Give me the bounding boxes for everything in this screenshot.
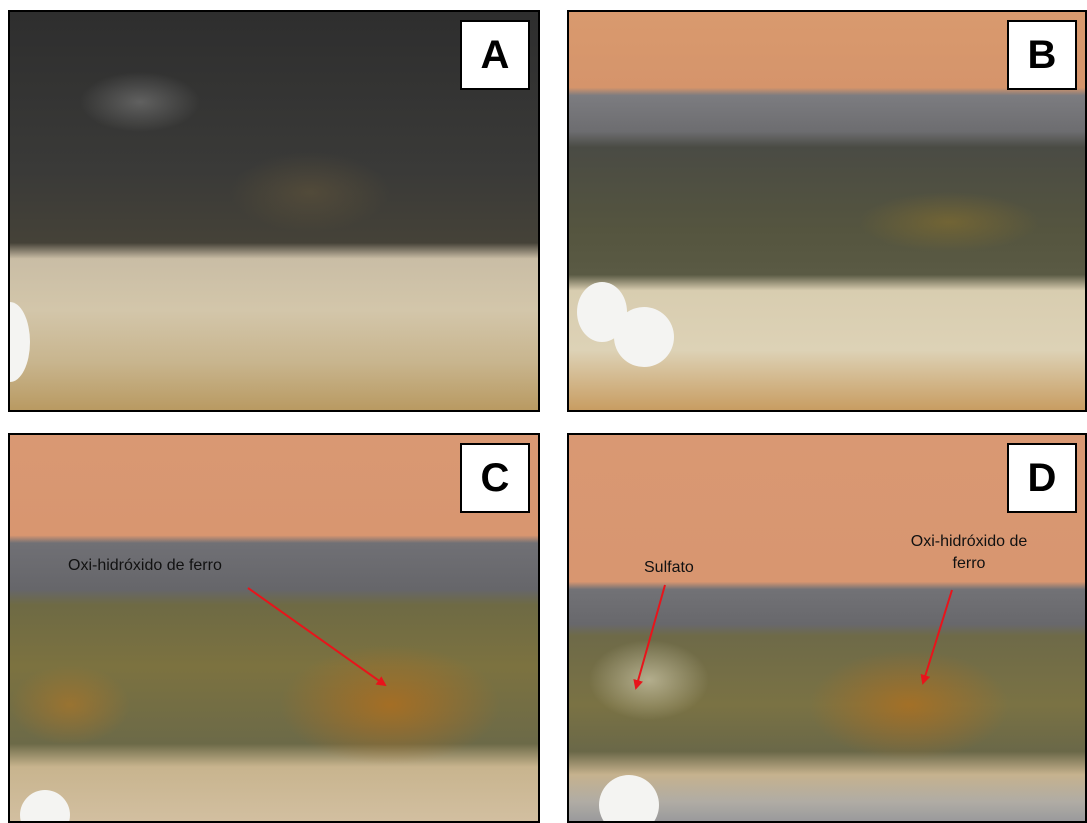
annotation: Sulfato: [644, 557, 694, 579]
tube: [8, 302, 30, 382]
photo-panel: A: [8, 10, 540, 412]
photo-panel: D Sulfato Oxi-hidróxido de ferro: [567, 433, 1087, 823]
annotation: Oxi-hidróxido de ferro: [68, 555, 222, 577]
photo-panel: C Oxi-hidróxido de ferro: [8, 433, 540, 823]
panel-label: A: [460, 20, 530, 90]
panel-label: C: [460, 443, 530, 513]
photo-panel: B: [567, 10, 1087, 412]
annotation-line: Oxi-hidróxido de: [884, 531, 1054, 553]
panel-label: B: [1007, 20, 1077, 90]
panel-label: D: [1007, 443, 1077, 513]
annotation: Oxi-hidróxido de ferro: [884, 531, 1054, 575]
page: A B C Oxi-hidróxido de ferro D Sulfato O…: [0, 0, 1087, 823]
tube: [20, 790, 70, 823]
annotation-line: ferro: [884, 553, 1054, 575]
tube: [614, 307, 674, 367]
tube: [599, 775, 659, 823]
